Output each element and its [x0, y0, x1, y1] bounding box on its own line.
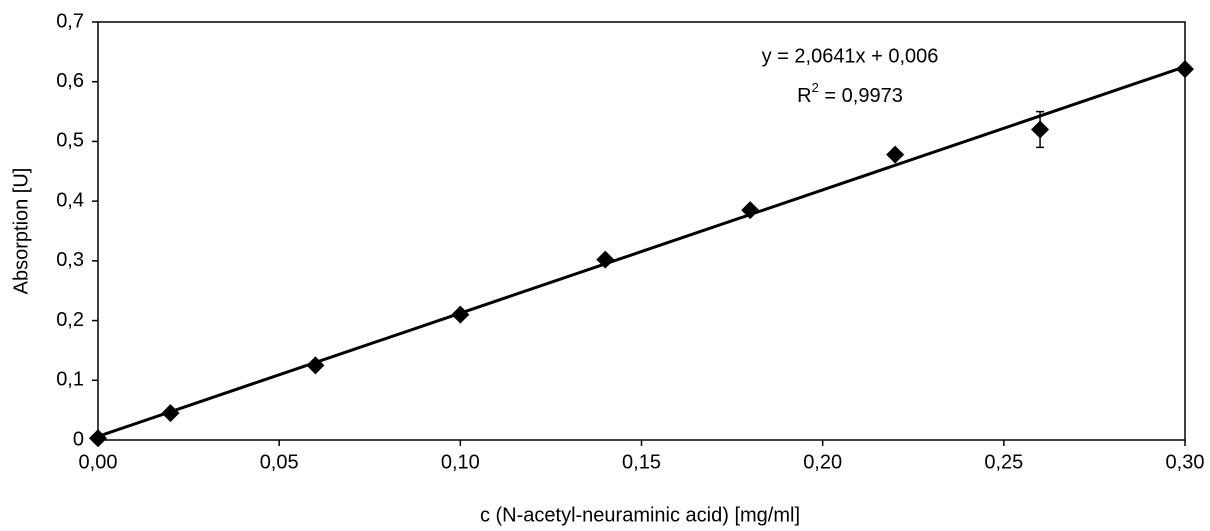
y-axis-title: Absorption [U] — [10, 168, 32, 295]
r2-rest: = 0,9973 — [819, 85, 903, 107]
x-tick-label: 0,05 — [260, 451, 299, 473]
x-tick-label: 0,10 — [441, 451, 480, 473]
y-tick-label: 0,6 — [56, 70, 84, 92]
y-tick-label: 0,1 — [56, 369, 84, 391]
data-point — [306, 356, 325, 375]
trend-equation: y = 2,0641x + 0,006 — [762, 45, 939, 67]
data-point — [161, 404, 180, 423]
plot-frame — [97, 21, 1186, 441]
data-point — [451, 305, 470, 324]
data-point — [1031, 120, 1050, 139]
y-tick-label: 0,4 — [56, 189, 84, 211]
x-tick-label: 0,00 — [79, 451, 118, 473]
x-tick-label: 0,15 — [622, 451, 661, 473]
y-tick-label: 0,2 — [56, 309, 84, 331]
x-tick-label: 0,30 — [1166, 451, 1205, 473]
data-point — [741, 201, 760, 220]
r2-base: R — [797, 85, 811, 107]
trendline — [97, 65, 1186, 438]
data-point — [1176, 60, 1194, 79]
data-point — [886, 145, 905, 164]
r2-sup: 2 — [812, 80, 819, 95]
y-tick-label: 0,3 — [56, 249, 84, 271]
data-point — [89, 429, 107, 448]
x-tick-label: 0,25 — [984, 451, 1023, 473]
y-tick-label: 0,7 — [56, 10, 84, 32]
y-tick-label: 0 — [73, 428, 84, 450]
trend-r2: R2 = 0,9973 — [797, 80, 903, 107]
x-tick-label: 0,20 — [803, 451, 842, 473]
data-point — [596, 250, 615, 269]
y-tick-label: 0,5 — [56, 130, 84, 152]
x-axis-title: c (N-acetyl-neuraminic acid) [mg/ml] — [480, 504, 800, 526]
